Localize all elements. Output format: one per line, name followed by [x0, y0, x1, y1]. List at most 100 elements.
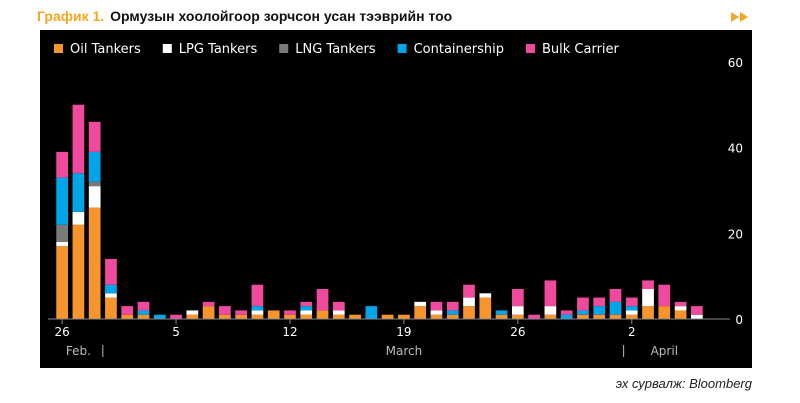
bar-segment — [56, 224, 68, 242]
bar-segment — [544, 280, 557, 307]
bar-segment — [349, 314, 361, 319]
bar-segment — [219, 314, 231, 319]
bar-segment — [430, 301, 443, 311]
x-tick-label: 19 — [396, 325, 411, 339]
bar-segment — [88, 181, 101, 187]
bar-segment — [674, 301, 687, 307]
source-note: эх сурвалж: Bloomberg — [615, 376, 752, 391]
bar-segment — [642, 306, 654, 319]
bar-segment — [642, 280, 654, 289]
bar-segment — [560, 314, 573, 319]
bar-segment — [267, 310, 280, 319]
legend-label-1: LPG Tankers — [179, 42, 258, 57]
chevron-right-icon — [731, 12, 748, 22]
legend-label-2: LNG Tankers — [295, 42, 376, 57]
bar-segment — [137, 301, 150, 311]
bar-segment — [137, 314, 150, 319]
bar-segment — [105, 259, 117, 285]
bar-segment — [446, 301, 459, 311]
bar-segment — [609, 289, 622, 302]
bar-segment — [446, 314, 459, 319]
bar-segment — [316, 310, 329, 319]
bar-segment — [577, 297, 589, 311]
bar-segment — [72, 173, 85, 212]
bar-segment — [430, 310, 443, 315]
x-tick-label: 5 — [172, 325, 180, 339]
bar-segment — [56, 241, 68, 247]
legend-label-0: Oil Tankers — [70, 42, 141, 57]
bar-segment — [105, 284, 117, 294]
bar-segment — [251, 306, 264, 311]
month-label: Feb. — [66, 344, 91, 358]
bar-segment — [219, 306, 231, 315]
legend-swatch-1 — [162, 44, 172, 53]
bar-segment — [332, 310, 345, 315]
bar-segment — [674, 306, 687, 311]
bar-segment — [72, 211, 85, 225]
bar-segment — [642, 289, 654, 307]
bar-segment — [495, 314, 508, 319]
bar-segment — [88, 207, 101, 319]
bar-segment — [56, 151, 68, 178]
bar-segment — [691, 306, 703, 315]
bar-segment — [414, 306, 427, 319]
bar-segment — [625, 310, 638, 315]
bar-segment — [88, 121, 101, 152]
y-tick-label: 20 — [728, 227, 743, 241]
bar-segment — [300, 301, 313, 307]
bar-segment — [235, 314, 248, 319]
bar-segment — [593, 314, 606, 319]
bar-segment — [88, 151, 101, 182]
bar-segment — [170, 314, 182, 319]
legend-swatch-0 — [54, 44, 63, 53]
bar-segment — [625, 306, 638, 311]
x-tick-label: 26 — [510, 325, 525, 339]
bar-segment — [235, 310, 248, 315]
bar-segment — [463, 297, 475, 307]
y-tick-label: 40 — [728, 142, 743, 156]
bar-segment — [186, 310, 199, 315]
y-tick-label: 0 — [735, 313, 743, 327]
bar-segment — [251, 310, 264, 315]
bar-segment — [609, 314, 622, 319]
bar-segment — [560, 310, 573, 315]
legend-swatch-4 — [526, 44, 535, 53]
bar-segment — [332, 301, 345, 311]
bar-segment — [495, 310, 508, 315]
bar-segment — [105, 297, 117, 319]
bar-segment — [381, 314, 394, 319]
bar-segment — [105, 293, 117, 298]
bar-segment — [202, 301, 215, 307]
bar-segment — [658, 306, 671, 319]
bar-segment — [56, 246, 68, 319]
bar-segment — [300, 314, 313, 319]
bar-segment — [251, 314, 264, 319]
bar-segment — [479, 293, 492, 298]
bar-segment — [577, 314, 589, 319]
chart-svg: Oil Tankers LPG Tankers LNG Tankers Contain… — [48, 42, 743, 358]
legend-swatch-2 — [279, 44, 289, 53]
bar-segment — [511, 289, 524, 307]
bar-segment — [691, 314, 703, 319]
bar-segment — [88, 186, 101, 208]
bar-segment — [398, 314, 410, 319]
x-tick-label: 12 — [282, 325, 297, 339]
bar-segment — [284, 310, 296, 315]
y-tick-label: 60 — [728, 56, 743, 70]
figure-title: Ормузын хоолойгоор зорчсон усан тээврийн… — [110, 8, 453, 24]
bar-segment — [121, 306, 134, 315]
figure-label: График 1. — [37, 8, 105, 24]
x-tick-label: 2 — [628, 325, 636, 339]
bar-segment — [593, 306, 606, 315]
bar-segment — [625, 314, 638, 319]
bar-segment — [544, 314, 557, 319]
bar-segment — [463, 306, 475, 319]
bar-segment — [577, 310, 589, 315]
bar-segment — [414, 301, 427, 307]
bar-segment — [609, 301, 622, 315]
bar-segment — [72, 104, 85, 174]
bar-segment — [202, 306, 215, 319]
bar-segment — [511, 314, 524, 319]
bar-segment — [593, 297, 606, 307]
bar-segment — [137, 310, 150, 315]
